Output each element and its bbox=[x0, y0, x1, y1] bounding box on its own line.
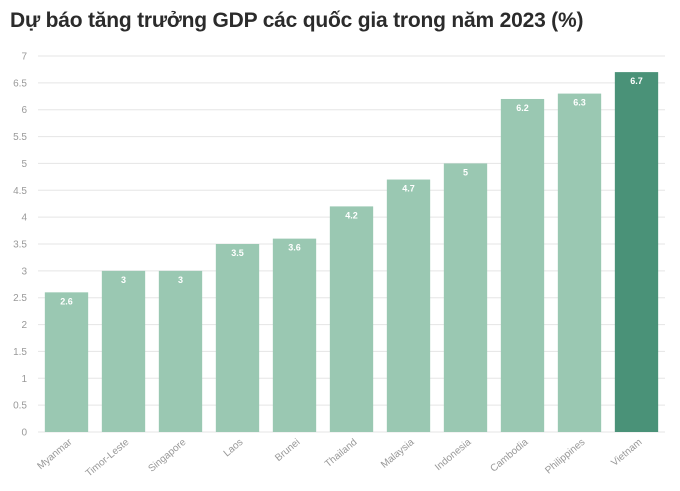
data-label: 6.3 bbox=[573, 98, 586, 108]
data-label: 6.7 bbox=[630, 76, 643, 86]
bar bbox=[158, 270, 203, 432]
y-tick-label: 1.5 bbox=[13, 347, 27, 358]
data-label: 2.6 bbox=[60, 296, 73, 306]
x-tick-label: Vietnam bbox=[609, 437, 644, 469]
bar bbox=[500, 98, 545, 432]
data-label: 3.5 bbox=[231, 248, 244, 258]
chart-title: Dự báo tăng trưởng GDP các quốc gia tron… bbox=[10, 9, 584, 32]
data-label: 3 bbox=[121, 275, 126, 285]
y-tick-label: 4.5 bbox=[13, 186, 27, 197]
y-tick-label: 3.5 bbox=[13, 240, 27, 251]
x-tick-label: Myanmar bbox=[35, 436, 75, 472]
bar bbox=[215, 244, 260, 432]
x-tick-label: Singapore bbox=[146, 437, 188, 475]
y-tick-label: 5 bbox=[21, 159, 27, 170]
x-tick-label: Timor-Leste bbox=[84, 437, 132, 480]
data-label: 4.2 bbox=[345, 210, 358, 220]
y-tick-label: 7 bbox=[21, 52, 27, 63]
x-tick-label: Malaysia bbox=[379, 437, 417, 471]
bar bbox=[557, 93, 602, 432]
data-label: 3 bbox=[178, 275, 183, 285]
x-tick-label: Laos bbox=[222, 437, 246, 459]
bar bbox=[386, 179, 431, 432]
y-tick-label: 2 bbox=[21, 320, 27, 331]
data-label: 4.7 bbox=[402, 184, 415, 194]
x-tick-label: Thailand bbox=[323, 437, 359, 470]
y-tick-label: 5.5 bbox=[13, 132, 27, 143]
y-tick-label: 3 bbox=[21, 266, 27, 277]
x-tick-label: Cambodia bbox=[488, 437, 530, 475]
x-tick-label: Brunei bbox=[273, 437, 302, 464]
y-tick-label: 0.5 bbox=[13, 401, 27, 412]
data-label: 6.2 bbox=[516, 103, 529, 113]
x-tick-label: Indonesia bbox=[433, 437, 474, 474]
bar bbox=[614, 72, 659, 432]
data-label: 5 bbox=[463, 167, 468, 177]
bar bbox=[329, 206, 374, 432]
x-tick-label: Philippines bbox=[543, 437, 587, 477]
y-tick-label: 4 bbox=[21, 213, 27, 224]
bar bbox=[443, 163, 488, 432]
y-tick-label: 6 bbox=[21, 105, 27, 116]
y-tick-label: 0 bbox=[21, 428, 27, 439]
data-label: 3.6 bbox=[288, 243, 301, 253]
bar bbox=[272, 238, 317, 432]
bar bbox=[101, 270, 146, 432]
y-tick-label: 1 bbox=[21, 374, 27, 385]
bar bbox=[44, 292, 89, 432]
y-tick-label: 6.5 bbox=[13, 78, 27, 89]
y-tick-label: 2.5 bbox=[13, 293, 27, 304]
